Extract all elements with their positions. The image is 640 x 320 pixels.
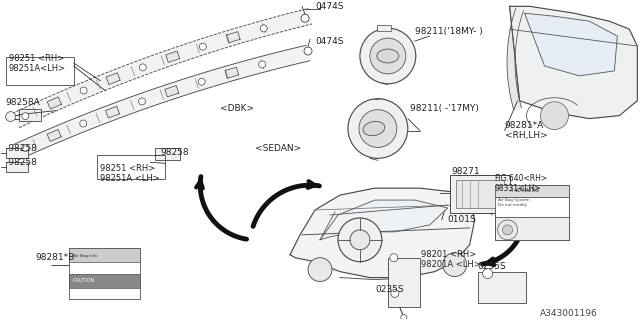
- Circle shape: [360, 28, 416, 84]
- Text: -98258: -98258: [6, 158, 38, 167]
- Bar: [495, 185, 570, 197]
- Text: Do not modify: Do not modify: [498, 203, 527, 207]
- Polygon shape: [509, 6, 637, 119]
- Bar: [6, 148, 28, 158]
- Text: FIG.640<RH>: FIG.640<RH>: [495, 174, 548, 183]
- Circle shape: [350, 230, 370, 250]
- Circle shape: [443, 253, 467, 276]
- Circle shape: [259, 61, 266, 68]
- Bar: [156, 148, 180, 160]
- Text: Air Bag Info: Air Bag Info: [72, 254, 97, 258]
- Bar: [377, 25, 391, 31]
- Circle shape: [80, 120, 87, 127]
- Circle shape: [338, 218, 382, 262]
- Polygon shape: [12, 9, 312, 128]
- Bar: [456, 180, 504, 208]
- Polygon shape: [47, 130, 61, 141]
- Text: Air Bag System: Air Bag System: [498, 198, 529, 202]
- Polygon shape: [290, 188, 475, 277]
- Text: 0235S: 0235S: [477, 262, 506, 271]
- Circle shape: [348, 99, 408, 158]
- Text: 98201 <RH>: 98201 <RH>: [420, 250, 476, 259]
- Bar: [68, 248, 140, 300]
- Text: 0101S: 0101S: [448, 215, 476, 224]
- Text: 98201A <LH>: 98201A <LH>: [420, 260, 481, 269]
- Circle shape: [301, 14, 309, 22]
- Polygon shape: [12, 45, 310, 160]
- Text: <DBK>: <DBK>: [220, 104, 254, 113]
- Circle shape: [198, 78, 205, 85]
- Ellipse shape: [377, 49, 399, 63]
- Circle shape: [304, 47, 312, 55]
- Circle shape: [502, 225, 513, 235]
- Text: 98211( -'17MY): 98211( -'17MY): [410, 104, 479, 113]
- Circle shape: [22, 113, 29, 120]
- Text: 0235S: 0235S: [375, 285, 403, 294]
- Circle shape: [498, 220, 518, 240]
- Text: A343001196: A343001196: [540, 309, 597, 318]
- Polygon shape: [507, 8, 524, 110]
- Circle shape: [6, 112, 15, 122]
- Bar: [388, 258, 420, 308]
- Text: 98258: 98258: [161, 148, 189, 157]
- Circle shape: [370, 38, 406, 74]
- Polygon shape: [320, 200, 448, 240]
- Circle shape: [401, 314, 407, 320]
- Text: 98251 <RH>: 98251 <RH>: [9, 54, 64, 63]
- Text: CAUTION: CAUTION: [72, 278, 95, 283]
- Circle shape: [140, 64, 147, 71]
- Polygon shape: [525, 13, 618, 76]
- Bar: [68, 262, 140, 274]
- Polygon shape: [47, 97, 61, 109]
- Ellipse shape: [363, 121, 385, 136]
- Circle shape: [391, 290, 399, 298]
- Bar: [6, 162, 28, 172]
- Circle shape: [483, 268, 493, 279]
- Polygon shape: [106, 73, 120, 84]
- Text: 98251A <LH>: 98251A <LH>: [100, 174, 160, 183]
- Polygon shape: [106, 106, 120, 118]
- Text: 98211('18MY- ): 98211('18MY- ): [415, 27, 483, 36]
- Text: 98281*B: 98281*B: [36, 253, 75, 262]
- Text: 98331<LH>: 98331<LH>: [495, 184, 541, 193]
- Bar: [68, 274, 140, 287]
- Text: 98281*A: 98281*A: [504, 121, 544, 130]
- Circle shape: [80, 87, 87, 94]
- Circle shape: [359, 110, 397, 148]
- Polygon shape: [227, 32, 240, 43]
- Polygon shape: [225, 67, 239, 78]
- Circle shape: [138, 98, 145, 105]
- Circle shape: [308, 258, 332, 282]
- Bar: [495, 185, 570, 240]
- Circle shape: [22, 145, 29, 152]
- Circle shape: [541, 102, 568, 130]
- Bar: [6, 57, 74, 85]
- Bar: [68, 248, 140, 262]
- Bar: [19, 109, 40, 121]
- Bar: [495, 197, 570, 217]
- Bar: [450, 175, 509, 213]
- Polygon shape: [165, 86, 179, 97]
- Circle shape: [390, 254, 398, 262]
- Text: 98251 <RH>: 98251 <RH>: [100, 164, 156, 173]
- Bar: [97, 155, 165, 179]
- Text: 98271: 98271: [452, 167, 481, 176]
- Circle shape: [199, 43, 206, 50]
- Text: <SEDAN>: <SEDAN>: [255, 144, 301, 153]
- Bar: [495, 217, 570, 240]
- Text: 0474S: 0474S: [315, 2, 344, 11]
- Circle shape: [260, 25, 268, 32]
- Text: 98258A: 98258A: [6, 98, 40, 107]
- Text: <RH,LH>: <RH,LH>: [504, 131, 547, 140]
- Polygon shape: [166, 51, 180, 62]
- Bar: [477, 272, 525, 303]
- Text: 98251A<LH>: 98251A<LH>: [9, 64, 66, 73]
- Bar: [68, 287, 140, 300]
- Text: A WARNING: A WARNING: [509, 188, 539, 193]
- Text: -98258: -98258: [6, 144, 38, 153]
- Text: 0474S: 0474S: [315, 36, 344, 45]
